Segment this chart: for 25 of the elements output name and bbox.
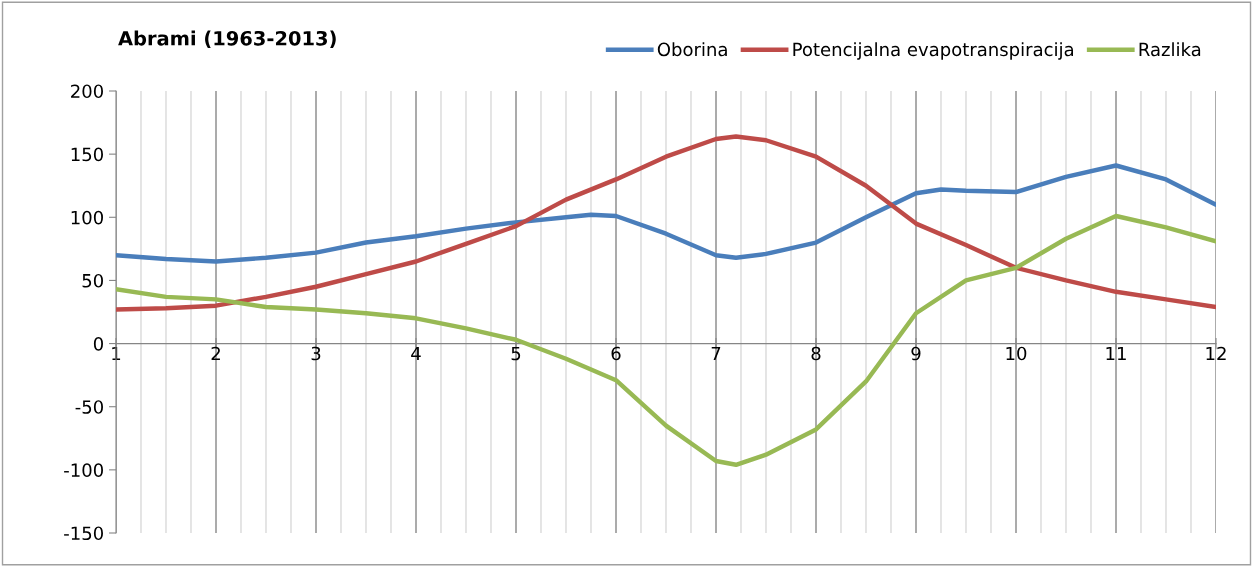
chart-title: Abrami (1963-2013) <box>118 30 336 48</box>
x-tick-label: 12 <box>1206 346 1226 361</box>
y-tick-label: 0 <box>93 337 103 351</box>
y-tick-label: -100 <box>64 463 103 477</box>
line-series <box>116 134 1216 312</box>
y-tick-label: 200 <box>71 84 103 99</box>
y-tick-label: 50 <box>82 273 103 288</box>
x-tick-label: 5 <box>511 346 521 361</box>
line-series <box>116 163 1216 264</box>
y-tick-label: -150 <box>64 526 103 541</box>
x-tick-label: 2 <box>211 346 220 361</box>
x-tick-label: 7 <box>711 346 721 361</box>
x-tick-label: 9 <box>911 346 921 361</box>
x-tick-label: 4 <box>411 346 421 361</box>
y-tick-label: 100 <box>71 210 103 225</box>
y-tick-label: -50 <box>75 400 103 414</box>
legend-label: Potencijalna evapotranspiracija <box>793 42 1073 60</box>
x-tick-label: 11 <box>1106 346 1126 361</box>
x-tick-label: 6 <box>611 346 621 361</box>
x-tick-label: 8 <box>811 346 821 361</box>
y-tick-label: 150 <box>71 147 103 162</box>
x-tick-label: 10 <box>1006 346 1027 361</box>
legend-label: Razlika <box>1139 42 1201 57</box>
legend-label: Oborina <box>657 42 727 57</box>
x-tick-label: 3 <box>311 346 321 361</box>
